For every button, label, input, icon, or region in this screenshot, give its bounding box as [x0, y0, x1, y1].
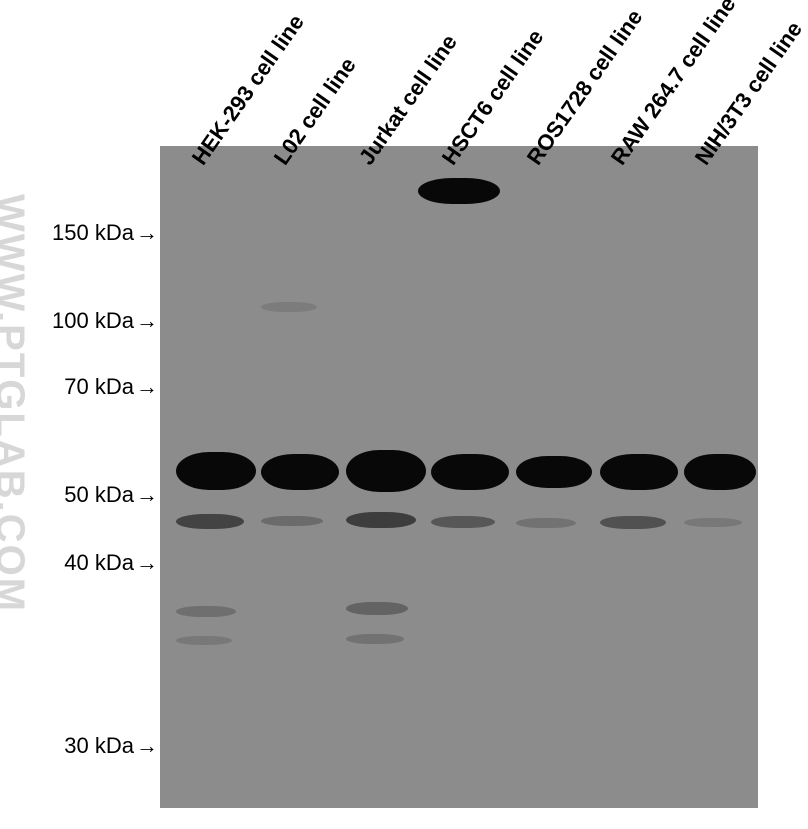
blot-band [431, 516, 495, 528]
blot-band [261, 454, 339, 490]
blot-band [176, 514, 244, 529]
marker-label: 40 kDa→ [0, 550, 158, 576]
marker-label: 100 kDa→ [0, 308, 158, 334]
arrow-right-icon: → [136, 374, 158, 399]
marker-label-text: 150 kDa [52, 220, 134, 245]
marker-label-text: 30 kDa [64, 733, 134, 758]
marker-label-text: 50 kDa [64, 482, 134, 507]
blot-band [431, 454, 509, 490]
arrow-right-icon: → [136, 550, 158, 575]
blot-band [600, 516, 666, 529]
blot-band [346, 450, 426, 492]
blot-band [346, 512, 416, 528]
blot-band [346, 634, 404, 644]
blot-band [684, 454, 756, 490]
blot-band [261, 516, 323, 526]
marker-label: 150 kDa→ [0, 220, 158, 246]
marker-label: 30 kDa→ [0, 733, 158, 759]
blot-band [684, 518, 742, 527]
marker-label-text: 100 kDa [52, 308, 134, 333]
marker-label-text: 70 kDa [64, 374, 134, 399]
blot-band [418, 178, 500, 204]
blot-band [176, 606, 236, 617]
blot-band [600, 454, 678, 490]
arrow-right-icon: → [136, 733, 158, 758]
blot-band [516, 456, 592, 488]
marker-label: 70 kDa→ [0, 374, 158, 400]
arrow-right-icon: → [136, 220, 158, 245]
arrow-right-icon: → [136, 482, 158, 507]
blot-band [516, 518, 576, 528]
marker-label-text: 40 kDa [64, 550, 134, 575]
blot-band [346, 602, 408, 615]
blot-band [176, 636, 232, 645]
arrow-right-icon: → [136, 308, 158, 333]
blot-band [176, 452, 256, 490]
marker-label: 50 kDa→ [0, 482, 158, 508]
figure-container: WWW.PTGLAB.COM HEK-293 cell lineL02 cell… [0, 0, 808, 829]
blot-band [261, 302, 317, 312]
